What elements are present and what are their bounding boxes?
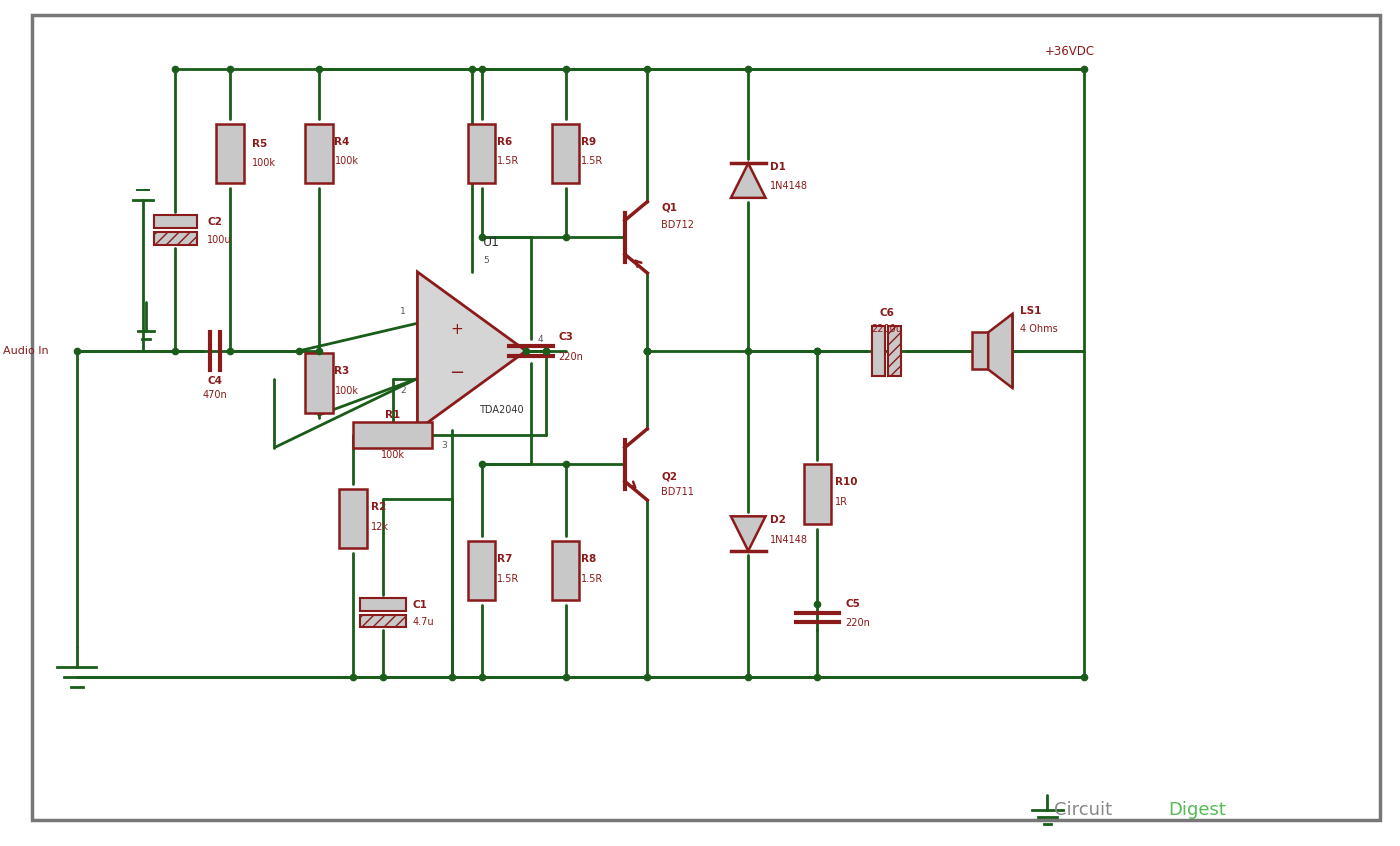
Text: 1.5R: 1.5R bbox=[497, 574, 519, 584]
Polygon shape bbox=[417, 272, 526, 430]
Text: R3: R3 bbox=[335, 366, 350, 376]
Polygon shape bbox=[731, 163, 766, 198]
Text: 1.5R: 1.5R bbox=[581, 157, 603, 167]
Text: +36VDC: +36VDC bbox=[1044, 45, 1095, 58]
Text: BD711: BD711 bbox=[661, 487, 694, 497]
Bar bbox=[973, 332, 988, 370]
Text: +: + bbox=[451, 321, 463, 337]
Text: 1.5R: 1.5R bbox=[581, 574, 603, 584]
Bar bbox=[216, 124, 244, 183]
Text: 100k: 100k bbox=[381, 449, 405, 459]
Bar bbox=[305, 354, 333, 413]
Text: D2: D2 bbox=[770, 514, 785, 525]
Text: 1N4148: 1N4148 bbox=[770, 535, 808, 545]
Text: 100k: 100k bbox=[252, 158, 276, 168]
Text: 1N4148: 1N4148 bbox=[770, 182, 808, 191]
Text: 1.5R: 1.5R bbox=[497, 157, 519, 167]
Text: 470n: 470n bbox=[203, 390, 227, 400]
Text: 4 Ohms: 4 Ohms bbox=[1019, 324, 1057, 334]
Text: 220n: 220n bbox=[846, 618, 869, 629]
Text: D1: D1 bbox=[770, 162, 785, 172]
Text: 100u: 100u bbox=[207, 235, 232, 244]
Text: 220n: 220n bbox=[559, 352, 584, 362]
Text: 3: 3 bbox=[441, 442, 447, 450]
Bar bbox=[360, 598, 406, 611]
Text: R9: R9 bbox=[581, 136, 596, 146]
Text: LS1: LS1 bbox=[1019, 306, 1042, 316]
Polygon shape bbox=[731, 516, 766, 551]
Bar bbox=[872, 327, 885, 376]
Text: U1: U1 bbox=[483, 236, 500, 249]
Text: R8: R8 bbox=[581, 554, 596, 563]
Text: C2: C2 bbox=[207, 217, 223, 227]
Text: C3: C3 bbox=[559, 332, 574, 342]
Bar bbox=[552, 124, 580, 183]
Text: 5: 5 bbox=[483, 255, 490, 265]
Bar bbox=[339, 489, 367, 548]
Text: R6: R6 bbox=[497, 136, 512, 146]
Text: 4.7u: 4.7u bbox=[413, 618, 434, 628]
Text: Q2: Q2 bbox=[661, 471, 678, 481]
Bar bbox=[154, 232, 197, 244]
Text: 1R: 1R bbox=[836, 497, 848, 507]
Text: Digest: Digest bbox=[1168, 801, 1226, 819]
Text: 12k: 12k bbox=[371, 522, 389, 531]
Text: R4: R4 bbox=[335, 136, 350, 146]
Text: 1: 1 bbox=[400, 307, 406, 316]
Text: Circuit: Circuit bbox=[1054, 801, 1113, 819]
Text: R10: R10 bbox=[836, 477, 858, 487]
Bar bbox=[353, 422, 433, 448]
Text: R5: R5 bbox=[252, 139, 267, 149]
Polygon shape bbox=[988, 314, 1012, 388]
Text: 100k: 100k bbox=[335, 157, 358, 167]
Bar bbox=[804, 464, 832, 524]
Text: Q1: Q1 bbox=[661, 203, 678, 212]
Text: C5: C5 bbox=[846, 599, 860, 609]
Text: BD712: BD712 bbox=[661, 221, 694, 230]
Text: 100k: 100k bbox=[335, 386, 358, 396]
Bar bbox=[468, 541, 496, 601]
Text: R7: R7 bbox=[497, 554, 512, 563]
Text: Audio In: Audio In bbox=[3, 346, 49, 356]
Bar bbox=[889, 327, 902, 376]
Text: R1: R1 bbox=[385, 410, 400, 420]
Text: R2: R2 bbox=[371, 502, 386, 512]
Bar bbox=[360, 614, 406, 628]
Text: 4: 4 bbox=[538, 334, 543, 343]
Bar bbox=[468, 124, 496, 183]
Bar bbox=[552, 541, 580, 601]
Text: 2200u: 2200u bbox=[871, 324, 902, 334]
Bar bbox=[305, 124, 333, 183]
Text: C4: C4 bbox=[207, 376, 223, 386]
Text: 2: 2 bbox=[400, 386, 406, 395]
Bar bbox=[154, 215, 197, 228]
Text: C6: C6 bbox=[879, 309, 895, 318]
Text: −: − bbox=[449, 364, 465, 382]
Text: TDA2040: TDA2040 bbox=[479, 405, 524, 415]
Text: C1: C1 bbox=[413, 600, 427, 610]
